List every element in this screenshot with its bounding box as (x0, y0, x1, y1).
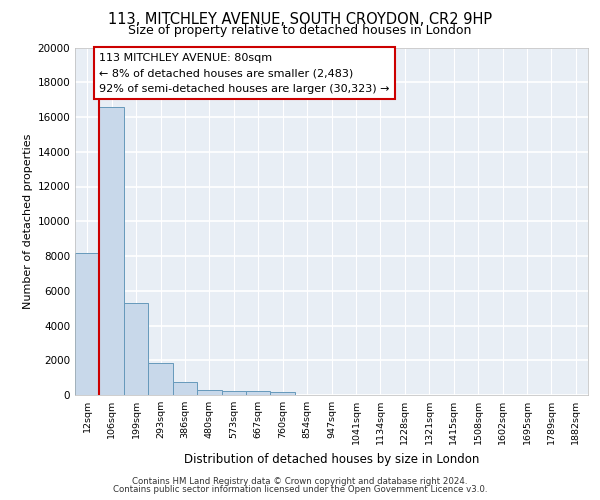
Bar (173, 382, 197, 395)
Bar (271, 392, 295, 395)
Y-axis label: Number of detached properties: Number of detached properties (23, 134, 33, 309)
Text: Contains HM Land Registry data © Crown copyright and database right 2024.: Contains HM Land Registry data © Crown c… (132, 477, 468, 486)
Bar (197, 390, 221, 395)
Text: Contains public sector information licensed under the Open Government Licence v3: Contains public sector information licen… (113, 485, 487, 494)
Bar (148, 363, 173, 395)
Text: Size of property relative to detached houses in London: Size of property relative to detached ho… (128, 24, 472, 37)
Bar (246, 391, 271, 395)
Bar (100, 106, 124, 395)
Bar (221, 391, 246, 395)
X-axis label: Distribution of detached houses by size in London: Distribution of detached houses by size … (184, 452, 479, 466)
Text: 113, MITCHLEY AVENUE, SOUTH CROYDON, CR2 9HP: 113, MITCHLEY AVENUE, SOUTH CROYDON, CR2… (108, 12, 492, 28)
Text: 113 MITCHLEY AVENUE: 80sqm
← 8% of detached houses are smaller (2,483)
92% of se: 113 MITCHLEY AVENUE: 80sqm ← 8% of detac… (100, 52, 390, 94)
Bar (75, 252, 100, 395)
Bar (124, 303, 148, 395)
